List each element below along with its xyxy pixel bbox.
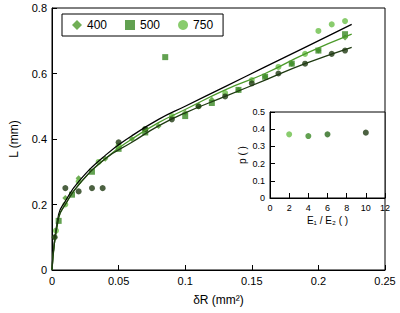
svg-text:δR (mm²): δR (mm²)	[193, 293, 244, 307]
svg-text:0.1: 0.1	[252, 176, 265, 186]
svg-text:0: 0	[267, 203, 272, 213]
svg-text:4: 4	[306, 203, 311, 213]
svg-text:0.2: 0.2	[311, 275, 326, 287]
svg-text:0.15: 0.15	[241, 275, 262, 287]
svg-text:750: 750	[193, 18, 213, 32]
svg-text:E₁ / E₂ ( ): E₁ / E₂ ( )	[307, 215, 348, 226]
svg-text:0.4: 0.4	[252, 124, 265, 134]
svg-text:0.8: 0.8	[32, 2, 47, 14]
svg-text:L (mm): L (mm)	[7, 120, 21, 158]
svg-text:0.25: 0.25	[374, 275, 395, 287]
svg-text:0: 0	[260, 193, 265, 203]
svg-text:6: 6	[325, 203, 330, 213]
svg-text:0.2: 0.2	[32, 199, 47, 211]
svg-text:0.4: 0.4	[32, 133, 47, 145]
svg-text:0.05: 0.05	[108, 275, 129, 287]
svg-text:0: 0	[41, 264, 47, 276]
svg-text:0.5: 0.5	[252, 107, 265, 117]
svg-text:500: 500	[140, 18, 160, 32]
svg-text:0.2: 0.2	[252, 159, 265, 169]
svg-text:12: 12	[380, 203, 390, 213]
svg-text:0: 0	[49, 275, 55, 287]
svg-text:400: 400	[87, 18, 107, 32]
svg-text:10: 10	[361, 203, 371, 213]
svg-text:8: 8	[344, 203, 349, 213]
svg-text:p ( ): p ( )	[237, 146, 248, 164]
svg-text:2: 2	[287, 203, 292, 213]
svg-text:0.3: 0.3	[252, 141, 265, 151]
svg-text:0.1: 0.1	[178, 275, 193, 287]
svg-text:0.6: 0.6	[32, 68, 47, 80]
